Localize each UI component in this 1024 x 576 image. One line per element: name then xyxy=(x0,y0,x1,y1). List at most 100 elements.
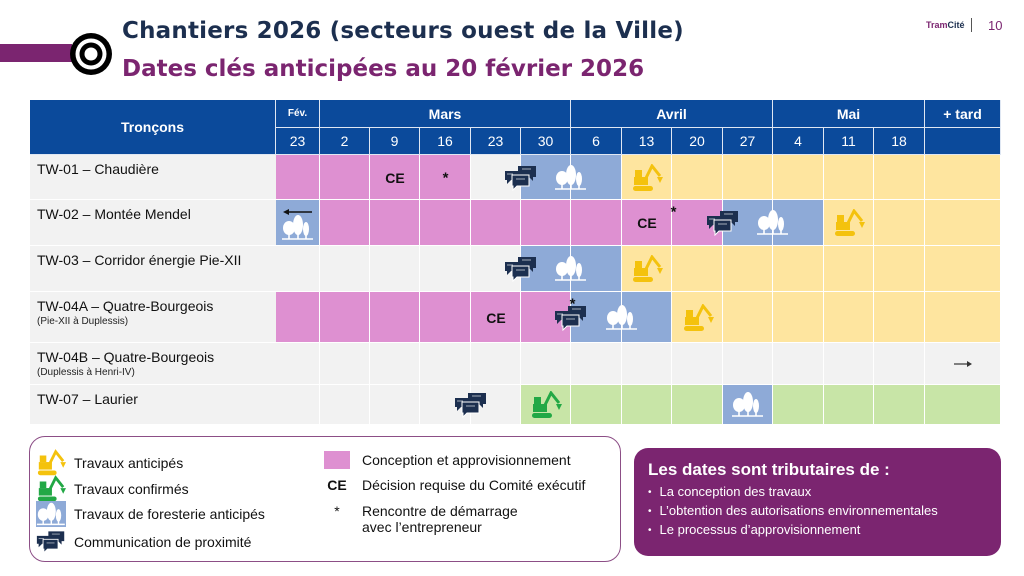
schedule-cell[interactable] xyxy=(320,246,370,292)
chat-bubbles-icon[interactable] xyxy=(706,210,740,236)
trees-icon[interactable] xyxy=(605,304,639,332)
schedule-cell[interactable] xyxy=(622,385,672,425)
week-header[interactable]: 23 xyxy=(276,128,320,155)
chat-bubbles-icon[interactable] xyxy=(504,256,538,282)
section-name[interactable]: TW-03 – Corridor énergie Pie-XII xyxy=(37,252,242,268)
row-label[interactable]: TW-04A – Quatre-Bourgeois (Pie-XII à Dupl… xyxy=(30,292,276,343)
trees-icon[interactable] xyxy=(731,391,765,419)
schedule-cell[interactable] xyxy=(370,246,420,292)
schedule-cell[interactable] xyxy=(276,385,320,425)
arrow-left-icon[interactable] xyxy=(283,208,313,216)
schedule-cell[interactable] xyxy=(370,343,420,385)
kickoff-marker[interactable]: * xyxy=(442,169,449,186)
ce-marker[interactable]: CE xyxy=(385,169,405,186)
schedule-cell[interactable] xyxy=(320,155,370,200)
month-header[interactable]: + tard xyxy=(925,100,1001,128)
schedule-cell[interactable] xyxy=(874,385,925,425)
schedule-cell[interactable] xyxy=(320,292,370,343)
schedule-cell[interactable] xyxy=(521,343,571,385)
schedule-cell[interactable] xyxy=(420,292,471,343)
schedule-cell[interactable] xyxy=(672,385,723,425)
section-extent[interactable]: (Pie-XII à Duplessis) xyxy=(37,316,129,327)
schedule-cell[interactable] xyxy=(874,246,925,292)
week-header[interactable]: 20 xyxy=(672,128,723,155)
trees-icon[interactable] xyxy=(281,214,315,242)
schedule-cell[interactable] xyxy=(824,343,874,385)
schedule-cell[interactable] xyxy=(824,292,874,343)
schedule-cell[interactable] xyxy=(370,155,420,200)
schedule-cell[interactable] xyxy=(773,246,824,292)
schedule-cell[interactable] xyxy=(420,155,471,200)
row-label[interactable]: TW-01 – Chaudière xyxy=(30,155,276,200)
section-extent[interactable]: (Duplessis à Henri-IV) xyxy=(37,367,135,378)
schedule-cell[interactable] xyxy=(874,292,925,343)
kickoff-marker[interactable]: * xyxy=(569,295,576,313)
schedule-cell[interactable] xyxy=(471,200,521,246)
schedule-cell[interactable] xyxy=(276,343,320,385)
schedule-cell[interactable] xyxy=(420,343,471,385)
schedule-cell[interactable] xyxy=(420,200,471,246)
schedule-cell[interactable] xyxy=(521,200,571,246)
schedule-cell[interactable] xyxy=(773,385,824,425)
schedule-cell[interactable] xyxy=(723,246,773,292)
chat-bubbles-icon[interactable] xyxy=(504,165,538,191)
section-name[interactable]: TW-01 – Chaudière xyxy=(37,161,159,177)
week-header[interactable]: 18 xyxy=(874,128,925,155)
week-header[interactable]: 6 xyxy=(571,128,622,155)
schedule-cell[interactable] xyxy=(276,246,320,292)
month-header[interactable]: Mai xyxy=(773,100,925,128)
week-header[interactable] xyxy=(925,128,1001,155)
kickoff-marker[interactable]: * xyxy=(670,203,677,221)
ce-marker[interactable]: CE xyxy=(486,309,506,326)
schedule-cell[interactable] xyxy=(571,385,622,425)
schedule-cell[interactable] xyxy=(773,292,824,343)
schedule-cell[interactable] xyxy=(773,343,824,385)
schedule-cell[interactable] xyxy=(370,200,420,246)
schedule-cell[interactable] xyxy=(672,246,723,292)
month-header[interactable]: Avril xyxy=(571,100,773,128)
schedule-cell[interactable] xyxy=(571,343,622,385)
month-header[interactable]: Fév. xyxy=(276,100,320,128)
week-header[interactable]: 16 xyxy=(420,128,471,155)
schedule-cell[interactable] xyxy=(370,292,420,343)
schedule-cell[interactable] xyxy=(420,246,471,292)
trees-icon[interactable] xyxy=(554,255,588,283)
week-header[interactable]: 2 xyxy=(320,128,370,155)
schedule-cell[interactable] xyxy=(370,385,420,425)
row-label[interactable]: TW-03 – Corridor énergie Pie-XII xyxy=(30,246,276,292)
schedule-cell[interactable] xyxy=(672,155,723,200)
excavator-icon[interactable] xyxy=(631,163,663,192)
schedule-cell[interactable] xyxy=(925,385,1001,425)
schedule-cell[interactable] xyxy=(320,200,370,246)
schedule-cell[interactable] xyxy=(622,200,672,246)
schedule-cell[interactable] xyxy=(874,343,925,385)
section-name[interactable]: TW-07 – Laurier xyxy=(37,391,138,407)
schedule-cell[interactable] xyxy=(925,200,1001,246)
chat-bubbles-icon[interactable] xyxy=(454,392,488,418)
schedule-cell[interactable] xyxy=(622,343,672,385)
week-header[interactable]: 11 xyxy=(824,128,874,155)
schedule-cell[interactable] xyxy=(874,155,925,200)
schedule-cell[interactable] xyxy=(571,200,622,246)
week-header[interactable]: 4 xyxy=(773,128,824,155)
schedule-cell[interactable] xyxy=(824,246,874,292)
week-header[interactable]: 13 xyxy=(622,128,672,155)
schedule-cell[interactable] xyxy=(925,292,1001,343)
schedule-cell[interactable] xyxy=(925,246,1001,292)
row-label[interactable]: TW-04B – Quatre-Bourgeois (Duplessis à He… xyxy=(30,343,276,385)
month-header[interactable]: Mars xyxy=(320,100,571,128)
schedule-cell[interactable] xyxy=(723,155,773,200)
schedule-cell[interactable] xyxy=(471,292,521,343)
schedule-cell[interactable] xyxy=(824,155,874,200)
row-label[interactable]: TW-02 – Montée Mendel xyxy=(30,200,276,246)
week-header[interactable]: 9 xyxy=(370,128,420,155)
schedule-cell[interactable] xyxy=(276,155,320,200)
ce-marker[interactable]: CE xyxy=(637,215,657,231)
schedule-cell[interactable] xyxy=(723,343,773,385)
week-header[interactable]: 27 xyxy=(723,128,773,155)
row-label[interactable]: TW-07 – Laurier xyxy=(30,385,276,425)
schedule-cell[interactable] xyxy=(471,343,521,385)
section-name[interactable]: TW-04B – Quatre-Bourgeois xyxy=(37,349,215,365)
trees-icon[interactable] xyxy=(756,209,790,237)
schedule-cell[interactable] xyxy=(320,385,370,425)
